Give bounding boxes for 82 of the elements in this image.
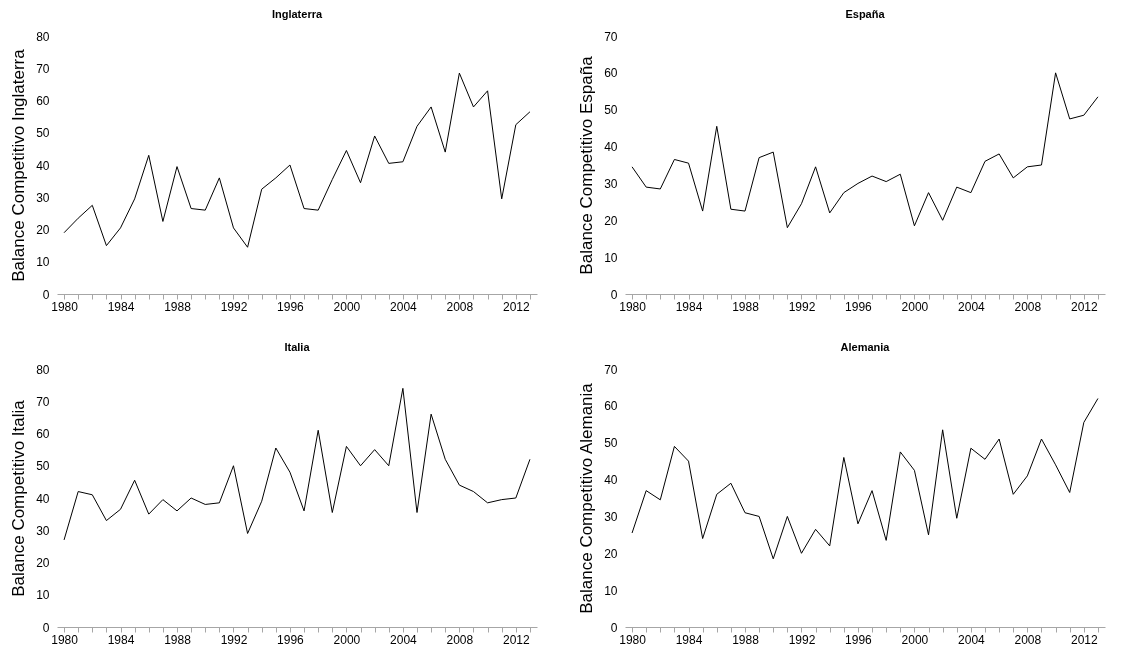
y-tick-label: 60: [604, 66, 618, 81]
x-tick-label: 1980: [619, 299, 647, 314]
y-tick-label: 30: [604, 176, 618, 191]
x-tick-label: 2008: [446, 299, 474, 314]
x-tick-label: 2004: [958, 632, 986, 647]
y-tick-label: 40: [36, 491, 50, 506]
x-tick-label: 2008: [1014, 632, 1042, 647]
x-tick-label: 2004: [390, 632, 418, 647]
y-tick-label: 70: [36, 394, 50, 409]
line-series: [63, 72, 531, 248]
y-tick-label: 50: [36, 459, 50, 474]
y-tick-label: 70: [604, 362, 618, 377]
y-axis-title: Balance Competitivo España: [577, 55, 597, 275]
line-series: [631, 397, 1099, 560]
x-tick-label: 1992: [220, 632, 248, 647]
x-tick-label: 2008: [1014, 299, 1042, 314]
y-tick-label: 60: [36, 427, 50, 441]
y-tick-label: 10: [36, 255, 50, 270]
y-tick-label: 60: [604, 399, 618, 414]
x-tick-label: 1984: [107, 632, 135, 647]
x-tick-label: 1980: [619, 632, 647, 647]
y-tick-label: 20: [36, 223, 50, 237]
chart-title: Inglaterra: [271, 8, 323, 20]
x-tick-label: 2000: [333, 632, 361, 647]
x-tick-label: 1988: [164, 632, 192, 647]
y-tick-label: 10: [604, 583, 618, 598]
x-tick-label: 1996: [277, 299, 305, 314]
x-tick-label: 2000: [901, 299, 929, 314]
x-tick-label: 1992: [788, 299, 816, 314]
y-axis-title: Balance Competitivo Italia: [9, 399, 29, 597]
x-tick-label: 2008: [446, 632, 474, 647]
x-tick-label: 1996: [845, 632, 873, 647]
y-axis-title: Balance Competitivo Inglaterra: [9, 48, 29, 282]
x-tick-label: 1988: [164, 299, 192, 314]
y-tick-label: 20: [604, 546, 618, 561]
x-tick-label: 1980: [51, 299, 79, 314]
y-tick-label: 0: [42, 287, 50, 302]
chart-title: Alemania: [840, 341, 891, 353]
y-tick-label: 30: [36, 190, 50, 205]
x-tick-label: 1984: [675, 299, 703, 314]
y-axis-title: Balance Competitivo Alemania: [577, 382, 597, 614]
x-tick-label: 2012: [502, 632, 530, 647]
y-tick-label: 70: [604, 29, 618, 44]
chart-title: Italia: [284, 341, 311, 353]
y-tick-label: 70: [36, 61, 50, 76]
y-tick-label: 0: [42, 620, 50, 635]
x-tick-label: 2004: [390, 299, 418, 314]
x-tick-label: 2000: [333, 299, 361, 314]
x-tick-label: 1988: [732, 632, 760, 647]
y-tick-label: 0: [610, 287, 618, 302]
y-tick-label: 10: [604, 250, 618, 265]
y-tick-label: 40: [36, 158, 50, 173]
x-tick-label: 1984: [675, 632, 703, 647]
y-tick-label: 10: [36, 588, 50, 603]
y-tick-label: 40: [604, 473, 618, 488]
y-tick-label: 30: [604, 509, 618, 524]
chart-title: España: [845, 8, 886, 20]
x-tick-label: 1996: [845, 299, 873, 314]
y-tick-label: 80: [36, 362, 50, 377]
x-tick-label: 1992: [220, 299, 248, 314]
line-series: [631, 72, 1099, 229]
x-tick-label: 2004: [958, 299, 986, 314]
y-tick-label: 50: [604, 436, 618, 451]
line-series: [63, 387, 531, 541]
y-tick-label: 50: [604, 103, 618, 118]
y-tick-label: 30: [36, 523, 50, 538]
x-tick-label: 1984: [107, 299, 135, 314]
y-tick-label: 50: [36, 126, 50, 141]
x-tick-label: 2000: [901, 632, 929, 647]
y-tick-label: 20: [36, 556, 50, 570]
y-tick-label: 0: [610, 620, 618, 635]
x-tick-label: 1980: [51, 632, 79, 647]
x-tick-label: 1988: [732, 299, 760, 314]
y-tick-label: 20: [604, 213, 618, 228]
x-tick-label: 2012: [1070, 632, 1098, 647]
y-tick-label: 60: [36, 94, 50, 108]
x-tick-label: 1996: [277, 632, 305, 647]
y-tick-label: 80: [36, 29, 50, 44]
y-tick-label: 40: [604, 140, 618, 155]
x-tick-label: 2012: [1070, 299, 1098, 314]
x-tick-label: 2012: [502, 299, 530, 314]
x-tick-label: 1992: [788, 632, 816, 647]
